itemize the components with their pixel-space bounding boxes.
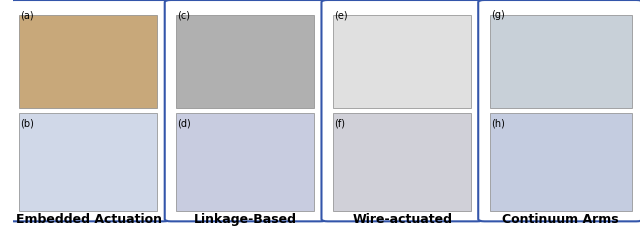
FancyBboxPatch shape xyxy=(490,113,632,211)
Text: Wire-actuated: Wire-actuated xyxy=(353,213,452,226)
FancyBboxPatch shape xyxy=(164,0,326,221)
Text: Continuum Arms: Continuum Arms xyxy=(502,213,619,226)
Text: (g): (g) xyxy=(491,10,504,21)
FancyBboxPatch shape xyxy=(333,15,470,108)
FancyBboxPatch shape xyxy=(19,15,157,108)
Text: Embedded Actuation: Embedded Actuation xyxy=(16,213,162,226)
FancyBboxPatch shape xyxy=(333,113,470,211)
Text: (b): (b) xyxy=(20,119,35,129)
FancyBboxPatch shape xyxy=(490,15,632,108)
Text: (e): (e) xyxy=(334,10,348,21)
Text: (h): (h) xyxy=(491,119,505,129)
Text: (a): (a) xyxy=(20,10,34,21)
Text: (f): (f) xyxy=(334,119,345,129)
Text: (c): (c) xyxy=(177,10,190,21)
FancyBboxPatch shape xyxy=(478,0,640,221)
FancyBboxPatch shape xyxy=(8,0,170,221)
Text: Linkage-Based: Linkage-Based xyxy=(194,213,297,226)
FancyBboxPatch shape xyxy=(176,113,314,211)
Text: (d): (d) xyxy=(177,119,191,129)
FancyBboxPatch shape xyxy=(321,0,483,221)
FancyBboxPatch shape xyxy=(176,15,314,108)
FancyBboxPatch shape xyxy=(19,113,157,211)
